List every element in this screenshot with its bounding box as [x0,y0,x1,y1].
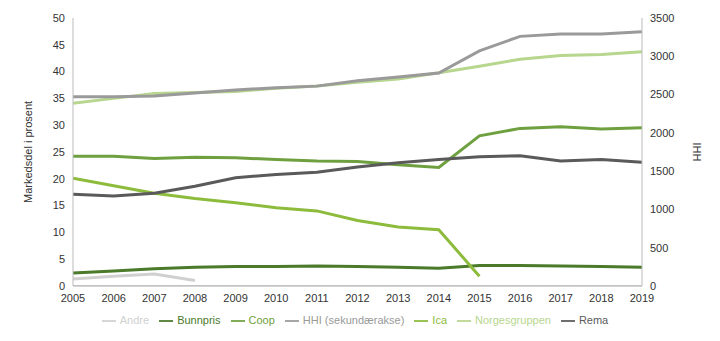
html-text:HHI (sekundærakse): HHI (sekundærakse) [302,313,405,326]
svg-text:25: 25 [53,146,65,158]
svg-text:3000: 3000 [650,50,674,62]
html-text:Norgesgruppen: Norgesgruppen [475,313,551,326]
svg-text:2007: 2007 [142,292,166,304]
svg-text:0: 0 [59,280,65,292]
html-text:Rema: Rema [578,313,609,326]
svg-text:0: 0 [650,280,656,292]
svg-text:2006: 2006 [101,292,125,304]
svg-text:2010: 2010 [264,292,288,304]
svg-text:2011: 2011 [305,292,329,304]
svg-text:2012: 2012 [345,292,369,304]
html-text:Bunnpris: Bunnpris [177,313,221,326]
svg-text:1500: 1500 [650,165,674,177]
svg-text:2013: 2013 [386,292,410,304]
svg-text:2000: 2000 [650,127,674,139]
svg-text:1000: 1000 [650,203,674,215]
svg-text:30: 30 [53,119,65,131]
svg-text:HHI: HHI [691,142,703,161]
svg-text:2017: 2017 [548,292,572,304]
html-text:Andre: Andre [119,313,150,326]
svg-text:50: 50 [53,12,65,24]
svg-text:45: 45 [53,39,65,51]
svg-text:40: 40 [53,65,65,77]
svg-text:2005: 2005 [61,292,85,304]
svg-text:20: 20 [53,173,65,185]
svg-text:3500: 3500 [650,12,674,24]
svg-text:2016: 2016 [508,292,532,304]
svg-text:2008: 2008 [183,292,207,304]
svg-text:5: 5 [59,253,65,265]
svg-text:35: 35 [53,92,65,104]
svg-text:500: 500 [650,242,668,254]
svg-text:2009: 2009 [223,292,247,304]
svg-text:2019: 2019 [630,292,654,304]
html-text:Coop: Coop [248,313,275,326]
svg-text:2015: 2015 [467,292,491,304]
html-text:Ica: Ica [432,313,447,326]
svg-text:2500: 2500 [650,88,674,100]
svg-text:10: 10 [53,226,65,238]
svg-text:15: 15 [53,199,65,211]
svg-text:2018: 2018 [589,292,613,304]
svg-text:Markedsdel i prosent: Markedsdel i prosent [22,101,34,203]
svg-text:2014: 2014 [427,292,451,304]
